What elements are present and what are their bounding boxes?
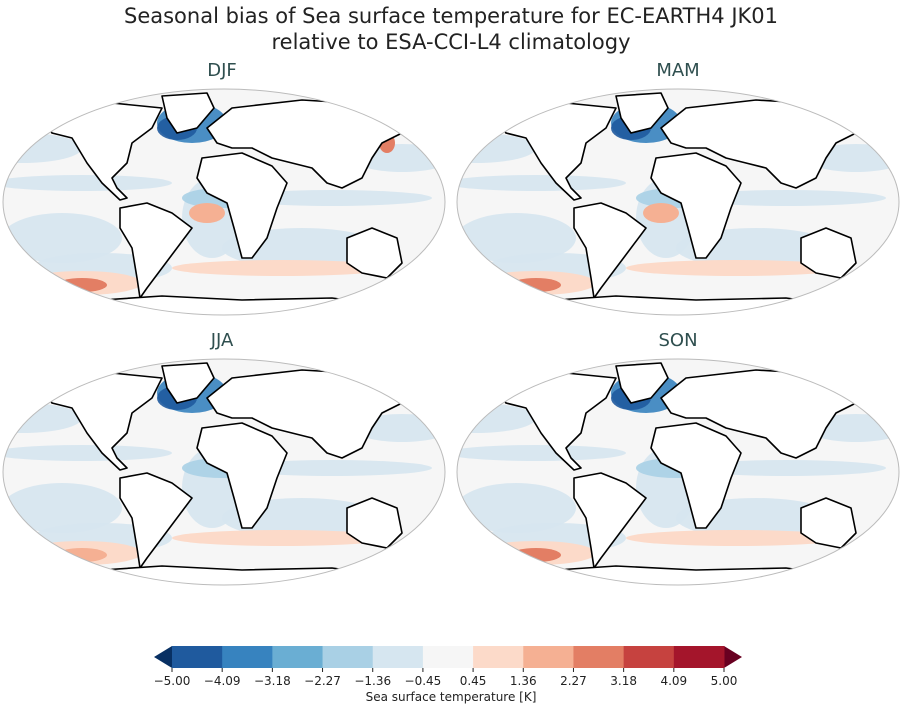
colorbar-bin [623, 646, 675, 668]
panel-title-djf: DJF [207, 60, 237, 81]
colorbar-bin [673, 646, 725, 668]
figure-title-line2: relative to ESA-CCI-L4 climatology [271, 30, 631, 54]
colorbar-bin [523, 646, 574, 668]
colorbar-bin [222, 646, 273, 668]
map-boundary [2, 88, 446, 316]
colorbar-tick-label: −3.18 [254, 674, 291, 688]
colorbar-tick-label: 2.27 [560, 674, 587, 688]
colorbar-bin [573, 646, 625, 668]
colorbar-bin [272, 646, 324, 668]
map-panel-djf [2, 88, 446, 316]
colorbar-bin [372, 646, 424, 668]
colorbar-under-arrow [154, 646, 172, 668]
colorbar-tick-label: −0.45 [405, 674, 442, 688]
colorbar-over-arrow [724, 646, 742, 668]
colorbar-bin [422, 646, 474, 668]
colorbar-tick-label: 0.45 [460, 674, 487, 688]
map-boundary [2, 358, 446, 586]
colorbar-label: Sea surface temperature [K] [365, 690, 537, 704]
colorbar-tick-label: −1.36 [354, 674, 391, 688]
map-boundary [456, 88, 900, 316]
colorbar-bin [322, 646, 374, 668]
colorbar-tick-label: −2.27 [304, 674, 341, 688]
colorbar-bin [473, 646, 524, 668]
colorbar-tick-label: 5.00 [711, 674, 738, 688]
map-panel-son [456, 358, 900, 586]
figure-title-line1: Seasonal bias of Sea surface temperature… [123, 4, 778, 28]
colorbar-tick-label: −4.09 [204, 674, 241, 688]
map-boundary [456, 358, 900, 586]
colorbar-tick-label: −5.00 [154, 674, 191, 688]
colorbar-tick-label: 1.36 [510, 674, 537, 688]
panel-title-jja: JJA [210, 330, 234, 351]
colorbar-tick-label: 3.18 [610, 674, 637, 688]
colorbar-bin [172, 646, 223, 668]
panel-title-mam: MAM [656, 60, 700, 81]
map-panel-mam [456, 88, 900, 316]
colorbar-tick-label: 4.09 [660, 674, 687, 688]
map-panel-jja [2, 358, 446, 586]
panel-title-son: SON [658, 330, 698, 351]
